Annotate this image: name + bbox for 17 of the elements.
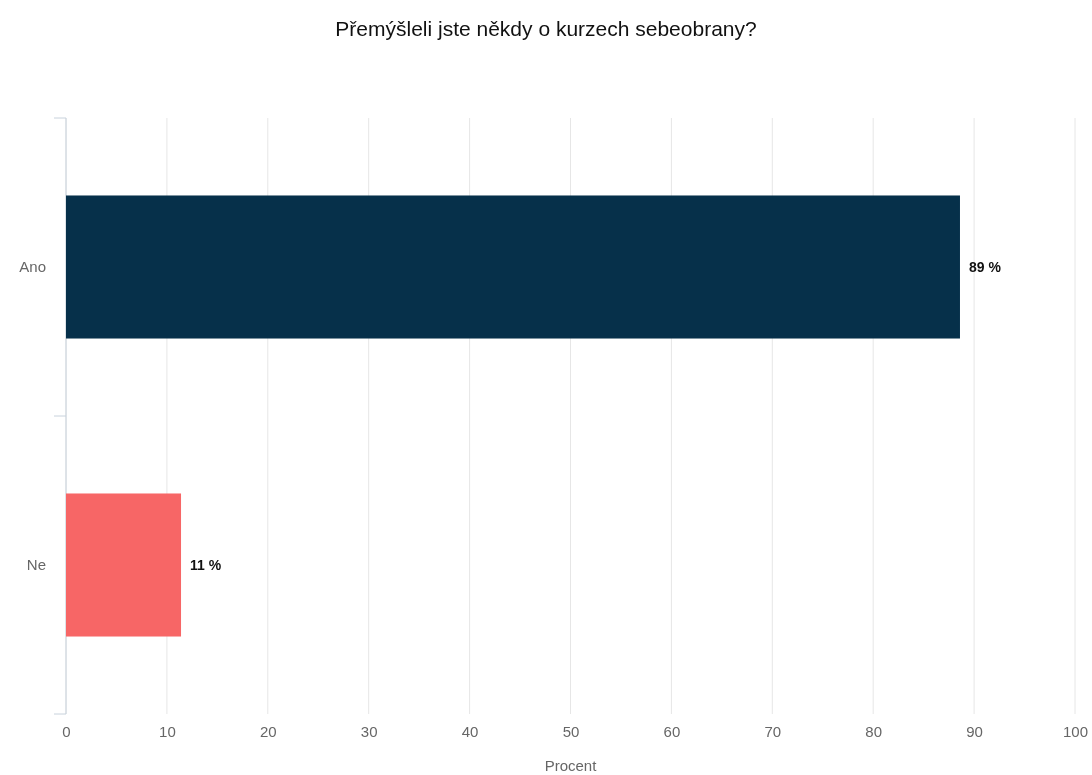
x-tick-label: 0 [62, 722, 71, 740]
chart-title: Přemýšleli jste někdy o kurzech sebeobrany? [335, 17, 757, 40]
y-tick-label: Ne [26, 556, 46, 574]
x-tick-label: 10 [159, 722, 176, 740]
y-tick-label: Ano [19, 258, 46, 276]
x-tick-label: 50 [562, 722, 580, 740]
data-label: 89 % [968, 258, 1002, 275]
x-tick-label: 90 [966, 722, 983, 740]
x-tick-label: 60 [663, 722, 681, 740]
data-label: 11 % [190, 556, 222, 573]
x-tick-label: 40 [461, 722, 479, 740]
x-axis-title: Procent [544, 757, 598, 774]
x-tick-label: 100 [1062, 722, 1089, 740]
x-tick-label: 20 [259, 722, 277, 740]
x-tick-label: 30 [360, 722, 378, 740]
x-tick-label: 80 [865, 722, 883, 740]
x-tick-label: 70 [764, 722, 782, 740]
